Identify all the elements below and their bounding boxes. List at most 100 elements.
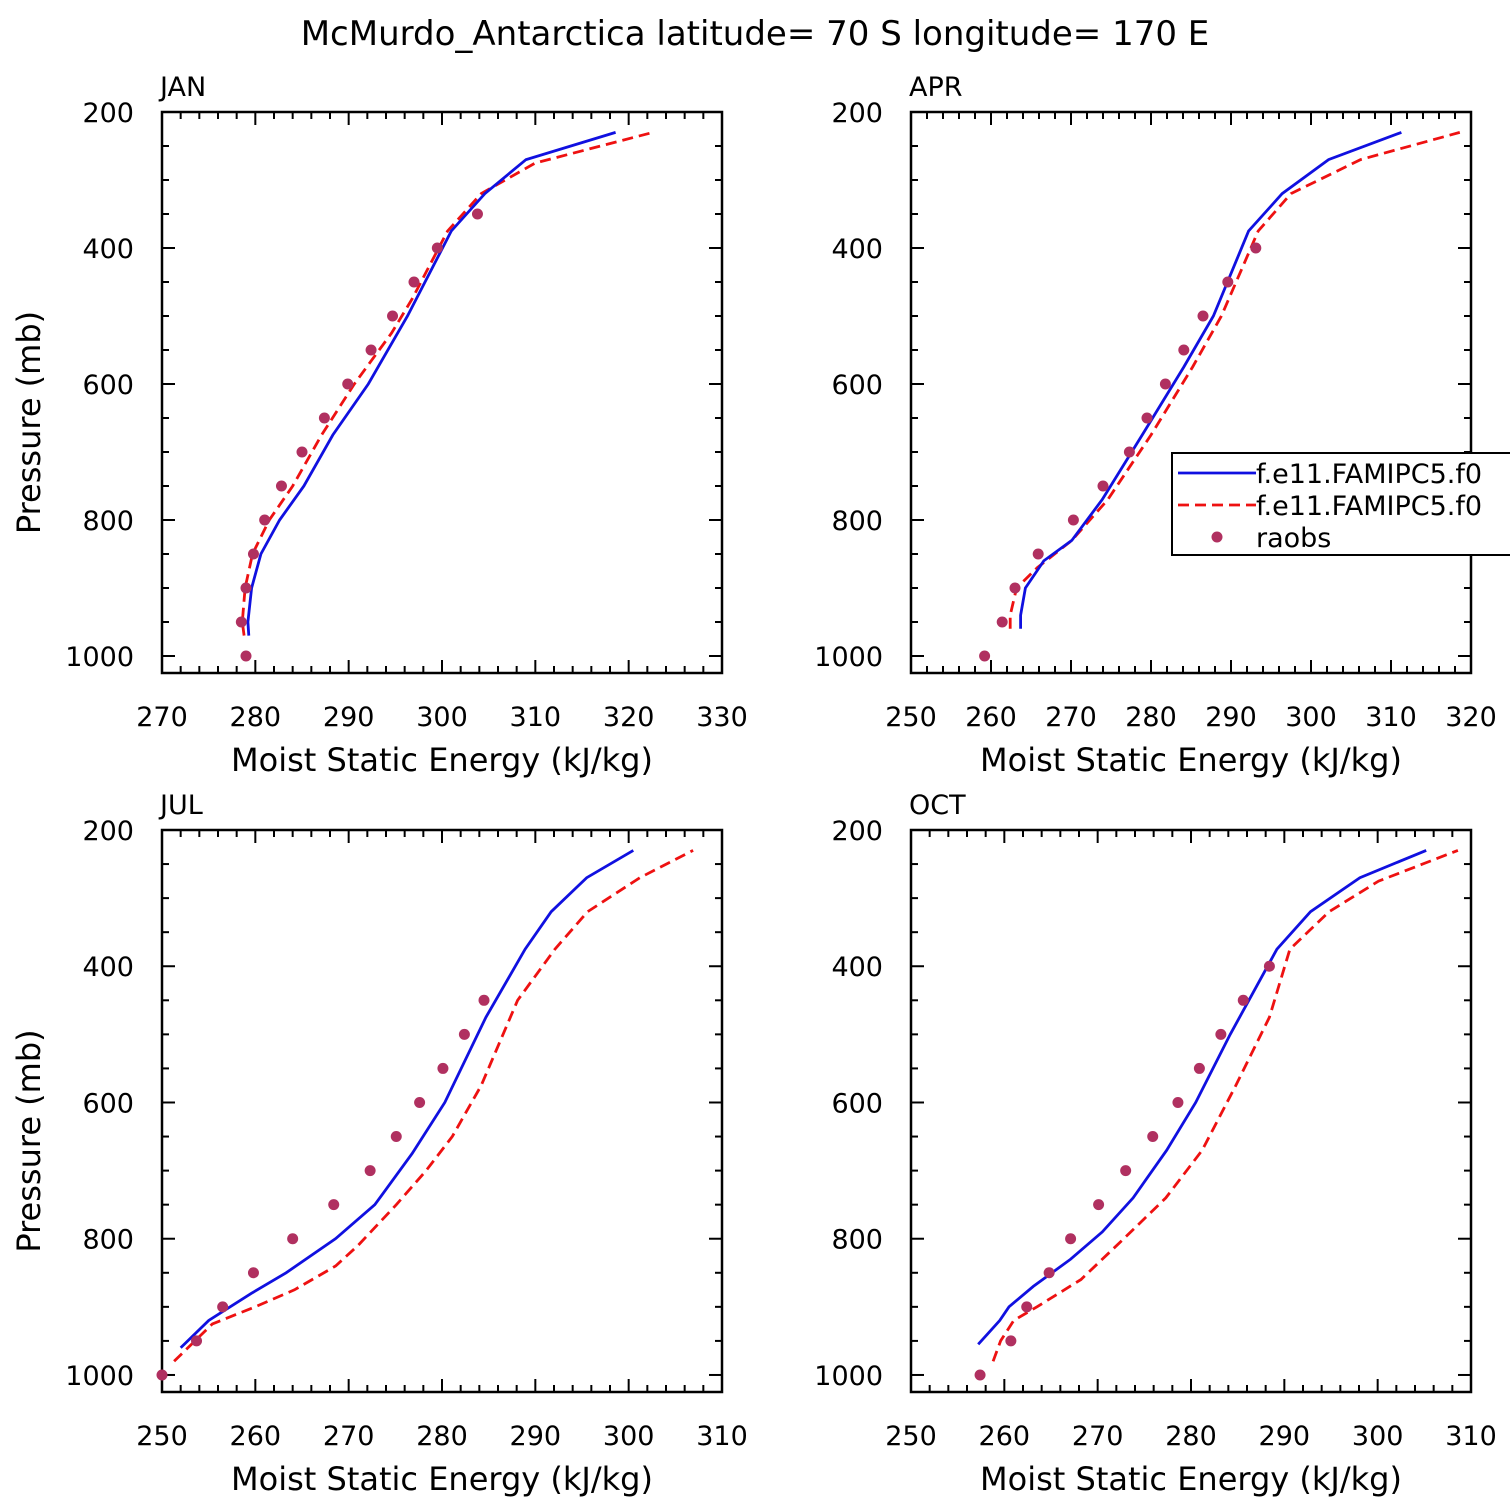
jan-x-tick-label: 310 (510, 702, 562, 733)
oct-x-tick-label: 300 (1352, 1421, 1404, 1452)
apr-x-tick-label: 300 (1285, 702, 1337, 733)
apr-y-tick-label: 600 (831, 370, 883, 401)
jul-x-tick-label: 250 (136, 1421, 188, 1452)
jan-x-axis-label: Moist Static Energy (kJ/kg) (231, 741, 653, 779)
oct-raobs-point (1021, 1301, 1033, 1313)
oct-raobs-point (1147, 1131, 1159, 1143)
apr-x-tick-label: 290 (1205, 702, 1257, 733)
jan-series-model2-line (240, 131, 654, 636)
apr-x-tick-label: 270 (1045, 702, 1097, 733)
jul-raobs-point (191, 1335, 203, 1347)
jan-x-tick-label: 320 (603, 702, 655, 733)
jan-raobs-point (275, 480, 287, 492)
jan-raobs-point (387, 310, 399, 322)
apr-series-model1-line (1019, 131, 1402, 629)
oct-raobs-point (974, 1369, 986, 1381)
jul-x-axis-label: Moist Static Energy (kJ/kg) (231, 1460, 653, 1498)
jul-raobs-point (217, 1301, 229, 1313)
apr-x-tick-label: 260 (965, 702, 1017, 733)
oct-raobs-point (1263, 960, 1275, 972)
jul-x-tick-label: 270 (323, 1421, 375, 1452)
oct-raobs-point (1193, 1062, 1205, 1074)
jul-x-tick-label: 260 (230, 1421, 282, 1452)
apr-raobs-point (979, 650, 991, 662)
apr-raobs-point (1250, 242, 1262, 254)
oct-raobs-point (1120, 1165, 1132, 1177)
jan-y-tick-label: 400 (82, 234, 134, 265)
jul-y-axis-label: Pressure (mb) (10, 1029, 48, 1252)
jul-y-tick-label: 200 (82, 816, 134, 847)
jan-raobs-point (247, 548, 259, 560)
jan-x-tick-label: 280 (230, 702, 282, 733)
oct-raobs-point (1005, 1335, 1017, 1347)
jul-raobs-point (287, 1233, 299, 1245)
oct-raobs-point (1065, 1233, 1077, 1245)
oct-raobs-point (1215, 1028, 1227, 1040)
legend-entry-label: raobs (1256, 523, 1331, 554)
apr-raobs-point (1141, 412, 1153, 424)
jan-raobs-point (471, 208, 483, 220)
jan-raobs-point (296, 446, 308, 458)
panel-oct: OCT 250 260 270 280 290 300 310 200 400 600 800 1000… (814, 790, 1496, 1498)
apr-x-axis-label: Moist Static Energy (kJ/kg) (980, 741, 1402, 779)
apr-raobs-point (1222, 276, 1234, 288)
jul-series-model1-line (179, 849, 635, 1349)
jul-raobs-point (414, 1096, 426, 1108)
jul-y-tick-label: 800 (82, 1225, 134, 1256)
jul-raobs-point (478, 994, 490, 1006)
oct-raobs-point (1043, 1267, 1055, 1279)
apr-x-tick-label: 310 (1365, 702, 1417, 733)
apr-x-tick-label: 280 (1125, 702, 1177, 733)
legend-box (1171, 452, 1510, 556)
legend-entry-label: f.e11.FAMIPC5.f0 (1256, 491, 1482, 522)
panel-jan: JAN 270 280 290 300 310 320 330 200 400 600 800 1000… (10, 72, 748, 779)
oct-y-tick-label: 800 (831, 1225, 883, 1256)
apr-raobs-point (1178, 344, 1190, 356)
apr-x-tick-label: 250 (885, 702, 937, 733)
jul-x-tick-label: 310 (696, 1421, 748, 1452)
jan-x-tick-label: 300 (416, 702, 468, 733)
legend-entry-label: f.e11.FAMIPC5.f0 (1256, 459, 1482, 490)
jan-raobs-point (431, 242, 443, 254)
apr-y-tick-label: 400 (831, 234, 883, 265)
jul-raobs-point (328, 1199, 340, 1211)
apr-raobs-point (1159, 378, 1171, 390)
oct-x-tick-label: 250 (885, 1421, 937, 1452)
jan-series-model1-line (246, 131, 617, 636)
jan-y-tick-label: 600 (82, 370, 134, 401)
jul-x-tick-label: 280 (416, 1421, 468, 1452)
jul-y-tick-label: 600 (82, 1088, 134, 1119)
jul-raobs-point (364, 1165, 376, 1177)
jan-raobs-point (259, 514, 271, 526)
figure-title: McMurdo_Antarctica latitude= 70 S longit… (301, 14, 1210, 54)
oct-y-tick-label: 600 (831, 1088, 883, 1119)
jan-x-tick-label: 290 (323, 702, 375, 733)
apr-raobs-point (1197, 310, 1209, 322)
jul-y-tick-label: 400 (82, 952, 134, 983)
oct-x-axis-label: Moist Static Energy (kJ/kg) (980, 1460, 1402, 1498)
jul-raobs-point (156, 1369, 168, 1381)
jul-x-tick-label: 300 (603, 1421, 655, 1452)
apr-raobs-point (1009, 582, 1021, 594)
jan-raobs-point (240, 650, 252, 662)
panel-apr: APR 250 260 270 280 290 300 310 320 200 400 600 800 1… (814, 72, 1496, 779)
oct-series-model1-line (977, 849, 1427, 1346)
apr-y-tick-label: 1000 (814, 642, 883, 673)
jan-x-tick-label: 330 (696, 702, 748, 733)
jan-raobs-point (365, 344, 377, 356)
apr-raobs-point (1123, 446, 1135, 458)
oct-x-tick-label: 290 (1259, 1421, 1311, 1452)
oct-x-tick-label: 260 (979, 1421, 1031, 1452)
jan-raobs-point (408, 276, 420, 288)
jan-y-tick-label: 800 (82, 506, 134, 537)
jan-x-tick-label: 270 (136, 702, 188, 733)
jan-raobs-point (342, 378, 354, 390)
oct-x-tick-label: 280 (1165, 1421, 1217, 1452)
jul-panel-label: JUL (158, 790, 203, 821)
jul-plot-frame (160, 828, 724, 1394)
jul-x-tick-label: 290 (510, 1421, 562, 1452)
oct-x-tick-label: 270 (1072, 1421, 1124, 1452)
jan-y-tick-label: 200 (82, 98, 134, 129)
